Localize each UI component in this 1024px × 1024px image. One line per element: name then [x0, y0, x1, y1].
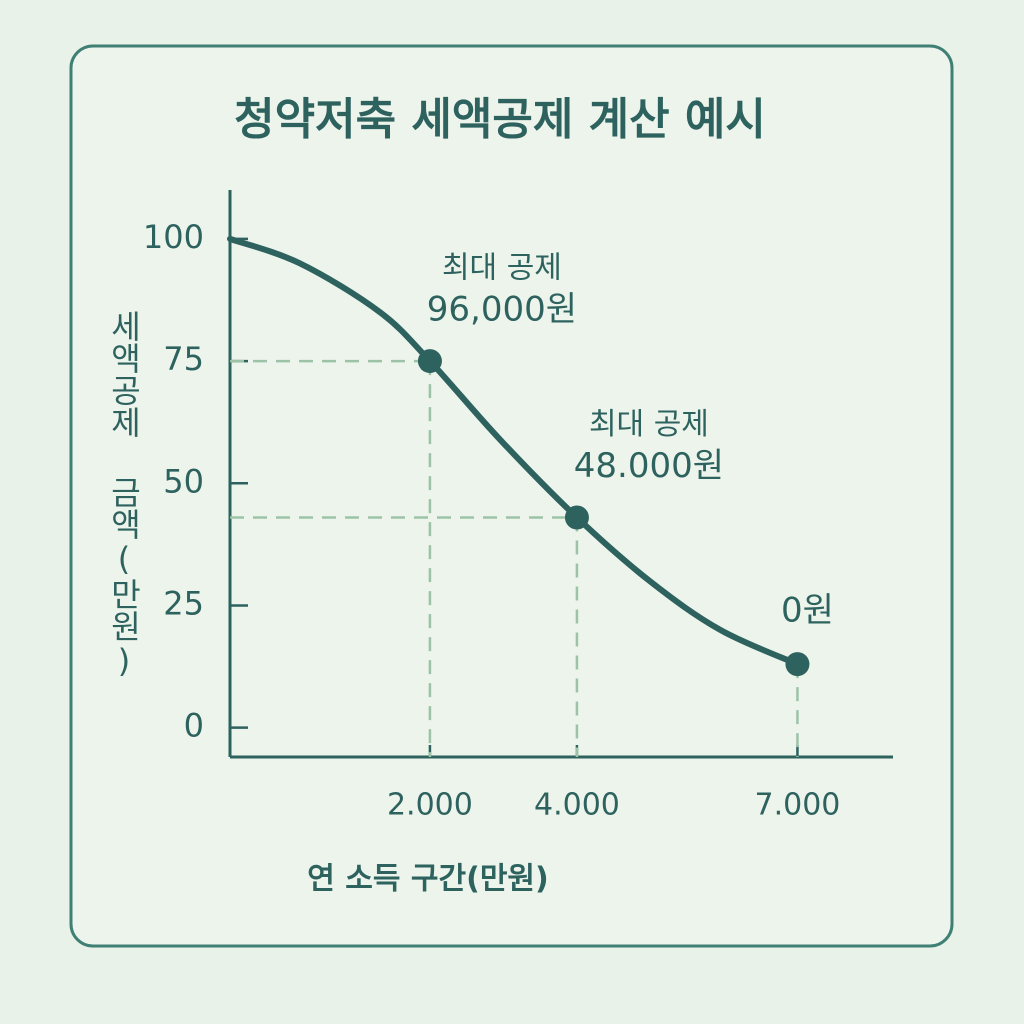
annotation: 48.000원 — [574, 446, 724, 486]
annotation: 96,000원 — [427, 290, 577, 330]
y-tick-label: 50 — [163, 462, 204, 500]
point — [564, 505, 589, 530]
annotation: 최대 공제 — [442, 251, 562, 286]
frame — [69, 44, 954, 948]
x-tick-label: 4.000 — [534, 788, 620, 823]
annotation: 최대 공제 — [589, 407, 709, 442]
point — [417, 349, 442, 374]
y-tick-label: 75 — [163, 340, 204, 378]
x-tick-label: 2.000 — [387, 788, 473, 823]
point — [785, 652, 810, 677]
y-tick-label: 0 — [184, 707, 204, 745]
x-axis-label: 연 소득 구간(만원) — [307, 862, 549, 897]
x-tick-label: 7.000 — [755, 788, 841, 823]
annotation: 0원 — [781, 591, 834, 631]
y-tick-label: 25 — [163, 584, 204, 622]
line — [227, 235, 801, 668]
y-tick-label: 100 — [143, 218, 204, 256]
y-axis-label: 세액공제 금액(만원) — [105, 310, 143, 680]
chart-title: 청약저축 세액공제 계산 예시 — [234, 94, 766, 145]
